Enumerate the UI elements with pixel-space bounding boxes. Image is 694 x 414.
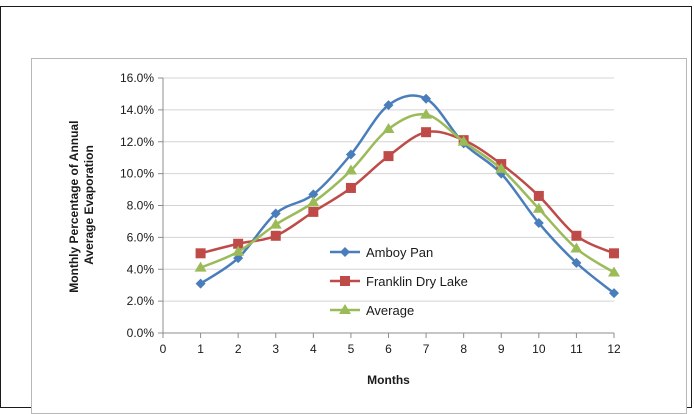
data-point-average: [457, 135, 470, 146]
x-tick-label: 1: [197, 342, 204, 356]
x-tick-label: 8: [460, 342, 467, 356]
legend-label-amboy-pan: Amboy Pan: [366, 245, 433, 260]
data-point-average: [532, 202, 545, 213]
x-tick-label: 9: [498, 342, 505, 356]
legend-marker-amboy-pan: [340, 247, 350, 257]
data-point-franklin-dry-lake: [571, 230, 582, 241]
data-point-average: [382, 123, 395, 133]
data-point-franklin-dry-lake: [345, 182, 356, 193]
y-axis-title-line-1: Monthly Percentage of Annual: [67, 121, 81, 293]
x-tick-label: 6: [385, 342, 392, 356]
x-tick-label: 5: [348, 342, 355, 356]
data-point-amboy-pan: [421, 93, 432, 104]
data-point-average: [608, 266, 620, 277]
axes: [158, 77, 615, 338]
data-point-franklin-dry-lake: [609, 248, 619, 259]
y-tick-label: 14.0%: [120, 103, 154, 117]
data-point-franklin-dry-lake: [195, 248, 206, 259]
x-tick-label: 10: [532, 342, 546, 356]
y-tick-label: 4.0%: [127, 262, 155, 276]
legend-item-average: Average: [330, 303, 414, 318]
legend-item-amboy-pan: Amboy Pan: [330, 245, 433, 260]
gridlines: [163, 77, 614, 302]
y-tick-label: 8.0%: [127, 199, 155, 213]
data-point-amboy-pan: [571, 257, 582, 268]
x-tick-label: 4: [310, 342, 317, 356]
series-amboy-pan: [195, 93, 619, 299]
x-tick-label: 0: [160, 342, 167, 356]
x-tick-label: 12: [607, 342, 621, 356]
legend: Amboy Pan Franklin Dry Lake Average: [330, 245, 468, 318]
data-point-franklin-dry-lake: [533, 190, 544, 201]
data-point-average: [307, 196, 320, 207]
legend-label-franklin-dry-lake: Franklin Dry Lake: [366, 274, 468, 289]
data-point-franklin-dry-lake: [308, 206, 319, 217]
data-point-average: [570, 242, 583, 253]
data-point-amboy-pan: [383, 100, 394, 111]
data-point-average: [194, 261, 207, 272]
data-point-amboy-pan: [308, 189, 319, 200]
data-point-average: [344, 164, 357, 175]
x-axis-title: Months: [367, 373, 410, 387]
y-tick-labels: 0.0% 2.0% 4.0% 6.0% 8.0% 10.0% 12.0% 14.0% 16.0%: [120, 71, 154, 340]
data-point-amboy-pan: [345, 149, 356, 160]
legend-marker-average: [339, 304, 351, 314]
y-tick-label: 12.0%: [120, 135, 154, 149]
x-tick-label: 2: [235, 342, 242, 356]
legend-marker-franklin-dry-lake: [340, 276, 350, 286]
data-point-amboy-pan: [195, 278, 206, 289]
line-chart: 0.0% 2.0% 4.0% 6.0% 8.0% 10.0% 12.0% 14.0% 16.0%…: [67, 71, 621, 387]
series-lines: [194, 93, 620, 299]
y-tick-label: 6.0%: [127, 230, 155, 244]
series-average: [194, 108, 620, 277]
data-point-franklin-dry-lake: [270, 230, 281, 241]
legend-label-average: Average: [366, 303, 414, 318]
data-point-amboy-pan: [609, 288, 619, 299]
y-tick-label: 10.0%: [120, 167, 154, 181]
y-tick-label: 16.0%: [120, 71, 154, 85]
series-franklin-dry-lake: [195, 127, 619, 259]
y-tick-label: 0.0%: [127, 326, 155, 340]
series-line-amboy-pan: [199, 94, 615, 295]
x-tick-label: 11: [570, 342, 583, 356]
data-point-amboy-pan: [270, 208, 281, 219]
legend-item-franklin-dry-lake: Franklin Dry Lake: [330, 274, 468, 289]
data-point-average: [232, 245, 245, 256]
data-point-average: [495, 162, 508, 173]
y-axis-title-line-2: Average Evaporation: [82, 145, 96, 265]
y-tick-label: 2.0%: [127, 294, 155, 308]
data-point-average: [420, 108, 433, 119]
x-tick-label: 3: [272, 342, 279, 356]
x-tick-labels: 0 1 2 3 4 5 6 7 8 9 10 11 12: [160, 342, 621, 356]
data-point-franklin-dry-lake: [383, 151, 394, 162]
y-axis-title: Monthly Percentage of Annual Average Eva…: [67, 117, 96, 293]
data-point-franklin-dry-lake: [421, 127, 432, 138]
data-point-franklin-dry-lake: [233, 238, 244, 249]
data-point-amboy-pan: [533, 218, 544, 229]
x-tick-label: 7: [423, 342, 430, 356]
data-point-average: [269, 218, 282, 229]
